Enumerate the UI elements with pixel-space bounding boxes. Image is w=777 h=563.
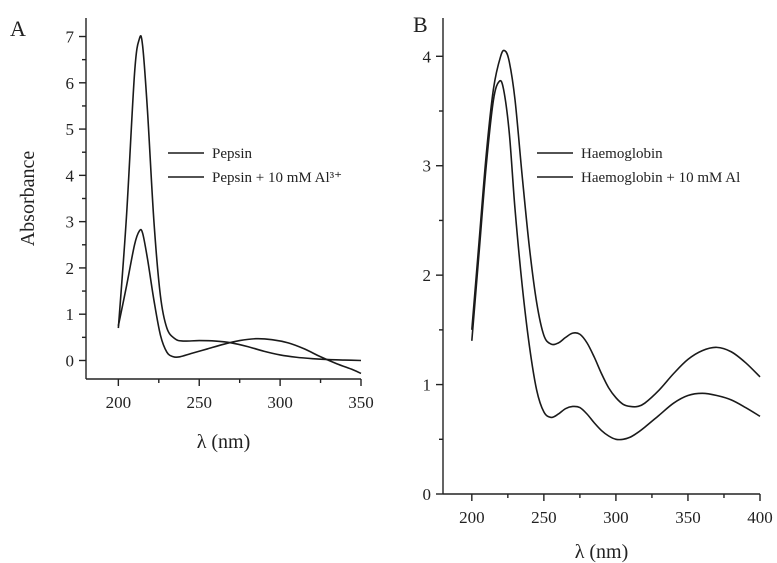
panel-label: A	[10, 16, 26, 41]
x-tick-label: 250	[531, 508, 557, 527]
legend: Pepsin Pepsin + 10 mM Al³⁺	[168, 146, 342, 186]
y-tick-label: 2	[66, 259, 75, 278]
y-tick-label: 2	[423, 266, 432, 285]
series-line-0	[471, 79, 761, 441]
x-tick-label: 300	[267, 393, 293, 412]
series-line-0	[117, 35, 362, 362]
legend-label: Haemoglobin + 10 mM Al	[581, 170, 740, 186]
x-tick-label: 250	[186, 393, 212, 412]
x-tick-label: 400	[747, 508, 773, 527]
x-tick-label: 200	[459, 508, 485, 527]
legend-label: Pepsin	[212, 146, 253, 162]
x-axis-label: λ (nm)	[575, 541, 629, 563]
y-tick-label: 3	[66, 213, 75, 232]
series-line-1	[471, 49, 761, 408]
y-tick-label: 7	[66, 28, 75, 47]
y-tick-label: 1	[66, 305, 75, 324]
x-tick-label: 350	[348, 393, 374, 412]
y-tick-label: 0	[66, 351, 75, 370]
y-tick-label: 5	[66, 120, 75, 139]
y-tick-label: 0	[423, 485, 432, 504]
legend-label: Haemoglobin	[581, 146, 663, 162]
y-axis-label: Absorbance	[17, 151, 39, 247]
y-tick-label: 4	[66, 166, 75, 185]
panel-label: B	[413, 12, 428, 37]
x-tick-label: 350	[675, 508, 701, 527]
y-tick-label: 3	[423, 157, 432, 176]
y-tick-label: 6	[66, 74, 75, 93]
y-tick-label: 4	[423, 47, 432, 66]
y-tick-label: 1	[423, 376, 432, 395]
series-line-1	[117, 228, 362, 375]
x-axis-label: λ (nm)	[197, 431, 251, 453]
x-tick-label: 200	[106, 393, 132, 412]
panel-a: A 200 250 300 350 0 1 2 3 4 5 6 7 λ (nm) Absorbance Pep…	[10, 16, 374, 453]
legend-label: Pepsin + 10 mM Al³⁺	[212, 170, 342, 186]
legend: Haemoglobin Haemoglobin + 10 mM Al	[537, 146, 740, 186]
x-tick-label: 300	[603, 508, 629, 527]
